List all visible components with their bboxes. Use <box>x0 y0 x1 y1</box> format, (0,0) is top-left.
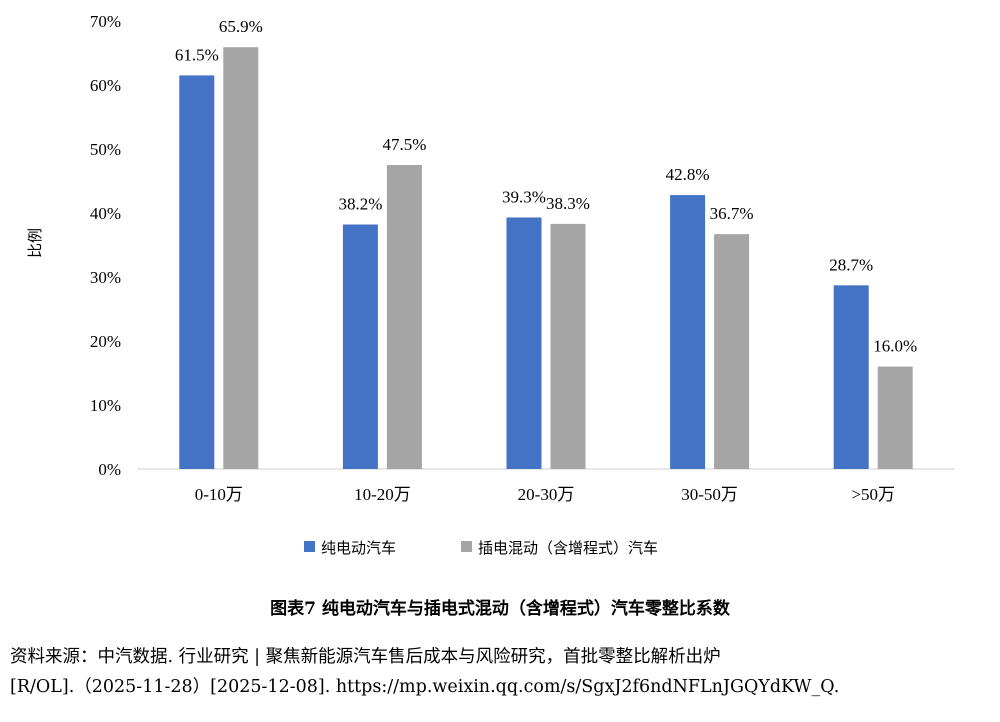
y-axis-ticks: 0% 10% 20% 30% 40% 50% 60% 70% <box>90 12 121 479</box>
bar-chart: 0% 10% 20% 30% 40% 50% 60% 70% 比例 61.5%65.9% 38.… <box>26 12 955 557</box>
bar-phev-1 <box>386 165 422 469</box>
bar-bev-2 <box>506 217 542 469</box>
legend-swatch <box>304 541 315 552</box>
source-line-1: 资料来源：中汽数据. 行业研究 | 聚焦新能源汽车售后成本与风险研究，首批零整比… <box>10 647 721 667</box>
legend-swatch <box>461 541 472 552</box>
bars <box>179 47 913 470</box>
bar-phev-0 <box>223 47 259 470</box>
data-labels: 61.5%65.9% 38.2% 47.5% 39.3% 38.3% 42.8% 36.7%… <box>175 17 917 355</box>
y-tick-label: 40% <box>90 204 121 223</box>
data-label: 65.9% <box>219 17 263 36</box>
source-note: 资料来源：中汽数据. 行业研究 | 聚焦新能源汽车售后成本与风险研究，首批零整比… <box>10 642 995 702</box>
figure-caption: 图表7 纯电动汽车与插电式混动（含增程式）汽车零整比系数 <box>270 599 730 619</box>
y-tick-label: 30% <box>90 268 121 287</box>
x-tick-label: 30-50万 <box>681 485 738 504</box>
data-label: 16.0% <box>873 337 917 356</box>
data-label: 38.2% <box>338 195 382 214</box>
data-label: 38.3% <box>546 194 590 213</box>
x-tick-label: 20-30万 <box>518 485 575 504</box>
bar-bev-1 <box>342 224 378 469</box>
x-tick-label: 0-10万 <box>195 485 243 504</box>
y-axis-label: 比例 <box>26 228 44 258</box>
y-tick-label: 70% <box>90 12 121 31</box>
data-label: 47.5% <box>382 135 426 154</box>
legend-label: 纯电动汽车 <box>321 539 396 557</box>
source-line-2: [R/OL].（2025-11-28）[2025-12-08]. https:/… <box>10 677 840 697</box>
data-label: 61.5% <box>175 45 219 64</box>
data-label: 39.3% <box>502 187 546 206</box>
y-tick-label: 60% <box>90 76 121 95</box>
bar-bev-4 <box>833 285 869 469</box>
bar-phev-2 <box>550 223 586 469</box>
bar-phev-3 <box>714 234 750 469</box>
bar-bev-0 <box>179 75 215 470</box>
data-label: 28.7% <box>829 255 873 274</box>
y-tick-label: 50% <box>90 140 121 159</box>
y-tick-label: 0% <box>98 460 121 479</box>
data-label: 42.8% <box>666 165 710 184</box>
bar-phev-4 <box>877 366 913 469</box>
legend: 纯电动汽车 插电混动（含增程式）汽车 <box>304 539 658 557</box>
x-tick-label: 10-20万 <box>354 485 411 504</box>
x-tick-label: >50万 <box>851 485 895 504</box>
legend-label: 插电混动（含增程式）汽车 <box>478 539 658 557</box>
y-tick-label: 20% <box>90 332 121 351</box>
y-tick-label: 10% <box>90 396 121 415</box>
data-label: 36.7% <box>710 204 754 223</box>
bar-bev-3 <box>670 195 706 469</box>
x-axis-ticks: 0-10万 10-20万 20-30万 30-50万 >50万 <box>195 485 895 504</box>
